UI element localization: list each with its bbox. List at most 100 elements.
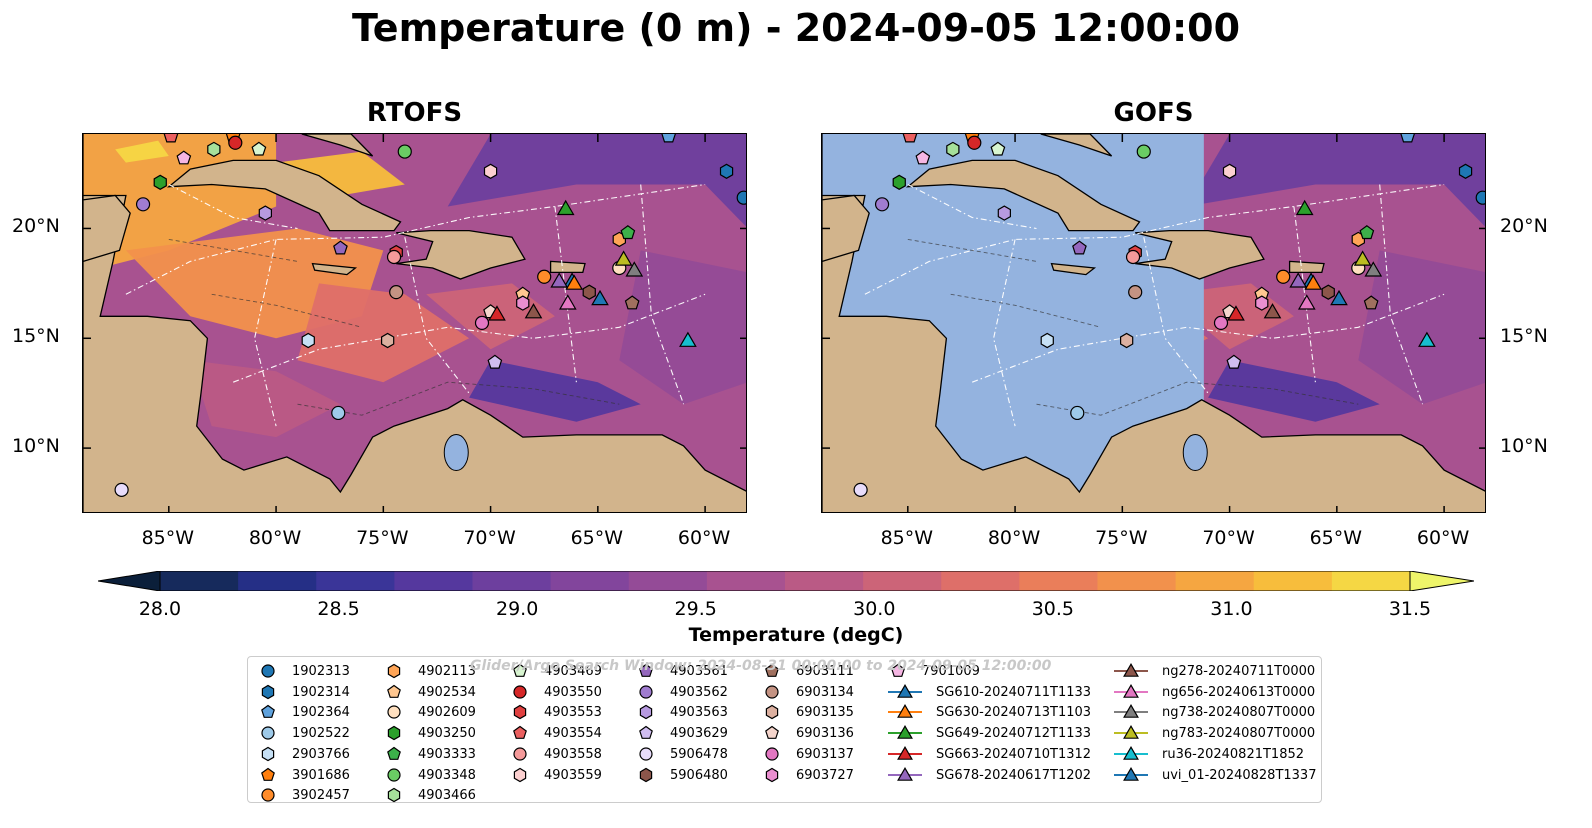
x-tick-label: 70°W [1202,527,1255,549]
rtofs-field-patch [276,151,405,196]
gofs-field-patch [1208,360,1380,422]
y-tick-label-left: 15°N [12,325,60,348]
legend-pentagon-icon [387,684,401,698]
glider-marker-SG649-20240712T1133 [1295,199,1314,216]
float-marker-4903554 [902,134,918,143]
gofs-field-patch [1358,250,1485,405]
glider-marker-SG649-20240712T1133 [556,199,575,216]
legend-label: 4902534 [418,684,476,700]
float-marker-4903250 [153,174,167,190]
float-marker-5906480 [1321,284,1335,300]
legend-circle-icon [765,747,779,761]
float-marker-2903766 [301,332,315,349]
legend-label: 4903554 [544,726,602,742]
bathymetry-contour [211,293,363,328]
legend-label: 4903469 [544,664,602,679]
colorbar-segment [863,571,942,591]
float-marker-4903469 [251,141,267,156]
legend-label: ru36-20240821T1852 [1162,746,1305,762]
x-tick-label: 65°W [570,527,624,549]
land-cuba [166,159,402,232]
legend-label: 4903563 [670,705,728,721]
legend-label: 6903134 [796,684,854,700]
glider-marker-ng278-20240711T0000 [1263,303,1282,319]
glider-marker-SG663-20240710T1312 [1227,305,1245,321]
legend-hexagon-icon [639,767,653,782]
legend-label: ng656-20240613T0000 [1162,684,1316,700]
legend-label: uvi_01-20240828T1337 [1162,767,1317,783]
legend-hexagon-icon [387,787,401,803]
maritime-boundary [168,184,298,230]
glider-marker-SG630-20240713T1103 [565,274,584,290]
figure-title: Temperature (0 m) - 2024-09-05 12:00:00 [351,6,1241,50]
search-window-watermark: Glider/Argo Search Window: 2024-08-31 00… [470,658,1052,674]
legend-label: 7901009 [922,664,980,679]
float-marker-1902314 [1458,163,1473,179]
float-marker-4903629 [1226,354,1242,369]
x-tick-label: 75°W [1095,527,1148,549]
legend-label: 6903135 [796,705,854,721]
land-yucatanTop [822,194,870,263]
maritime-boundary [972,293,1445,383]
float-marker-3902457 [1276,269,1291,284]
glider-marker-ng656-20240613T0000 [1297,294,1316,310]
x-tick-label: 60°W [1416,527,1470,549]
colorbar-segment [316,571,395,591]
float-marker-4903466 [207,141,221,158]
x-tick-label: 65°W [1309,527,1363,549]
float-marker-4903333 [1359,225,1375,240]
float-marker-1902522 [331,405,346,421]
legend-pentagon-icon [639,725,653,739]
colorbar-segment [785,571,864,591]
rtofs-field-patch [297,283,470,383]
legend-label: ng783-20240807T0000 [1162,726,1316,742]
x-tick-label: 80°W [248,527,302,549]
legend-circle-icon [387,767,401,782]
colorbar-tick-label: 30.0 [853,598,896,620]
float-marker-4903563 [258,205,272,221]
glider-marker-SG630-20240713T1103 [1304,274,1323,290]
land-hispaniola [1135,229,1265,280]
legend-pentagon-icon [387,746,401,760]
legend-label: 6903111 [796,664,854,679]
float-marker-1902364 [661,134,676,143]
land-bahamas [301,134,374,157]
float-marker-4903558 [1125,249,1141,265]
legend-pentagon-icon [639,663,653,677]
float-marker-4903250 [892,174,906,190]
legend-triangle-icon [1114,766,1148,781]
gofs-map[interactable] [821,133,1486,513]
bathymetry-contour [950,293,1102,328]
gofs-map-canvas [822,134,1485,512]
legend-label: SG678-20240617T1202 [936,767,1092,783]
float-marker-3902457 [537,269,552,284]
maritime-boundary [1143,237,1209,394]
legend-hexagon-icon [639,705,653,720]
legend: 1902313 1902314 1902364 1902522 2903766 39016… [247,656,1322,803]
rtofs-field-patch [447,134,746,227]
colorbar-segment [550,571,630,591]
legend-triangle-icon [1114,725,1148,739]
float-marker-4903348 [397,144,412,159]
colorbar-label: Temperature (degC) [688,624,904,646]
legend-hexagon-icon [513,705,527,720]
float-marker-1902314 [719,163,734,179]
float-marker-6903727 [516,295,530,311]
land-cuba [905,159,1141,232]
rtofs-map[interactable] [82,133,747,513]
float-marker-4903333 [620,225,636,240]
legend-triangle-icon [1114,704,1148,719]
land-jamaica [311,262,358,276]
colorbar-tick-label: 31.5 [1388,598,1432,620]
legend-label: 1902314 [292,684,350,700]
maritime-boundary [907,184,1037,230]
legend-pentagon-icon [765,725,779,739]
float-marker-2903766 [1040,332,1054,349]
float-marker-7901009 [915,150,931,165]
float-marker-4903559 [483,163,498,179]
float-marker-1902522 [1070,405,1085,421]
glider-marker-ng656-20240613T0000 [558,294,577,310]
legend-circle-icon [261,726,275,740]
x-tick-label: 80°W [987,527,1041,549]
float-marker-6903727 [1255,295,1269,311]
